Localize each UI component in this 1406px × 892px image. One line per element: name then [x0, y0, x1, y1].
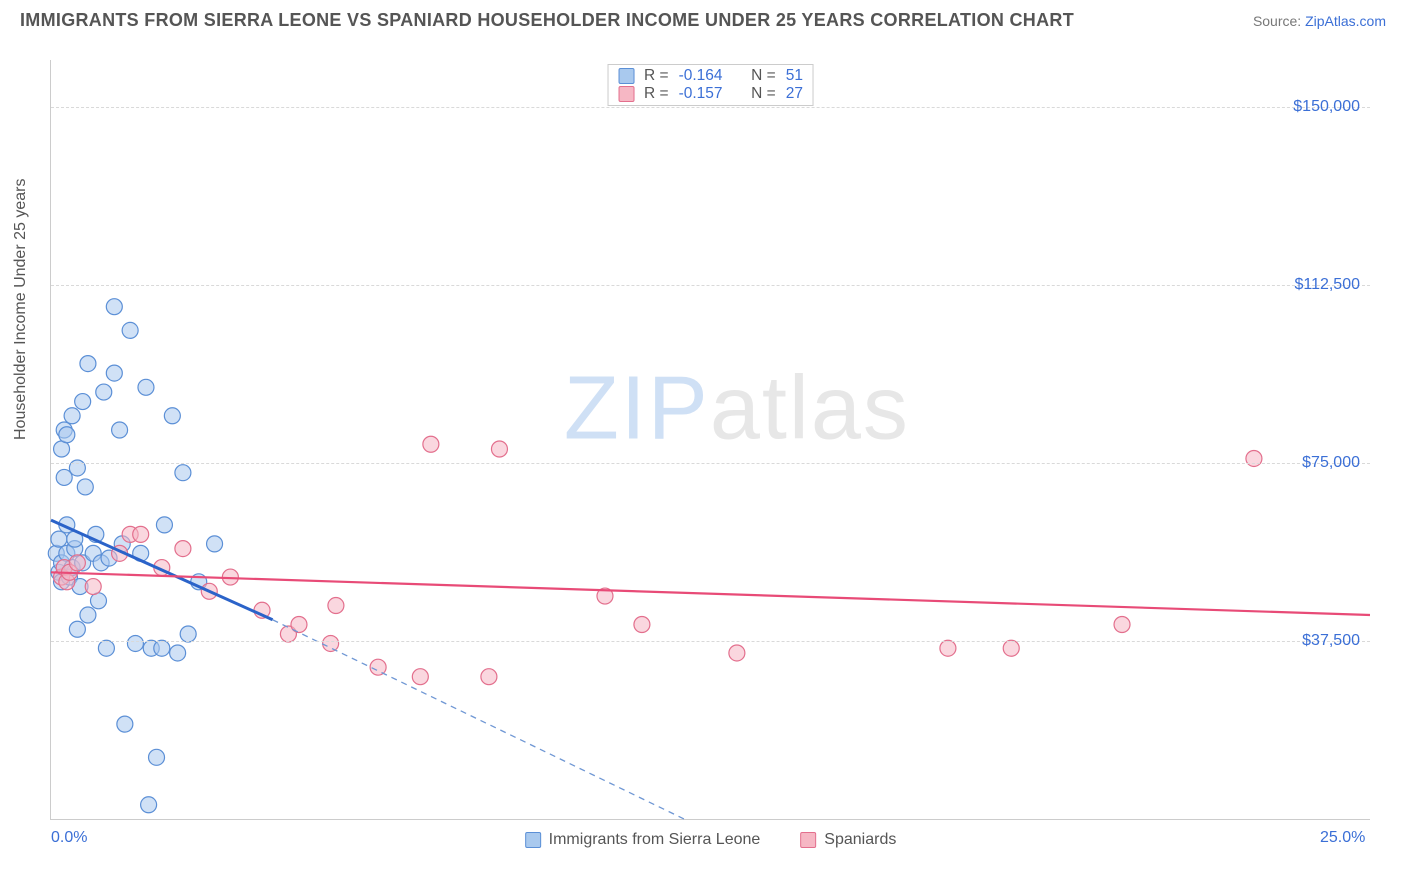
series-legend: Immigrants from Sierra Leone Spaniards: [525, 831, 897, 849]
y-tick-label: $75,000: [1302, 454, 1360, 472]
data-point: [154, 640, 170, 656]
gridline: [51, 107, 1370, 108]
data-point: [122, 322, 138, 338]
data-point: [80, 356, 96, 372]
y-tick-label: $112,500: [1294, 276, 1360, 294]
data-point: [491, 441, 507, 457]
data-point: [133, 526, 149, 542]
data-point: [98, 640, 114, 656]
data-point: [51, 531, 67, 547]
data-point: [69, 621, 85, 637]
data-point: [1114, 617, 1130, 633]
data-point: [207, 536, 223, 552]
data-point: [1003, 640, 1019, 656]
source-attribution: Source: ZipAtlas.com: [1253, 13, 1386, 29]
data-point: [164, 408, 180, 424]
data-point: [328, 598, 344, 614]
y-axis-title: Householder Income Under 25 years: [12, 179, 30, 440]
data-point: [85, 579, 101, 595]
data-point: [149, 749, 165, 765]
gridline: [51, 463, 1370, 464]
data-point: [54, 441, 70, 457]
chart-plot-area: ZIPatlas R = -0.164 N = 51 R = -0.157 N …: [50, 60, 1370, 820]
data-point: [138, 379, 154, 395]
legend-swatch-series1: [525, 832, 541, 848]
x-tick-label: 25.0%: [1320, 829, 1365, 847]
gridline: [51, 641, 1370, 642]
data-point: [175, 465, 191, 481]
data-point: [180, 626, 196, 642]
scatter-svg: [51, 60, 1370, 819]
data-point: [175, 541, 191, 557]
chart-header: IMMIGRANTS FROM SIERRA LEONE VS SPANIARD…: [0, 0, 1406, 37]
trend-line: [273, 620, 685, 819]
data-point: [75, 394, 91, 410]
data-point: [729, 645, 745, 661]
data-point: [412, 669, 428, 685]
data-point: [59, 427, 75, 443]
data-point: [96, 384, 112, 400]
data-point: [112, 422, 128, 438]
legend-label-series1: Immigrants from Sierra Leone: [549, 831, 761, 849]
data-point: [64, 408, 80, 424]
data-point: [106, 299, 122, 315]
chart-title: IMMIGRANTS FROM SIERRA LEONE VS SPANIARD…: [20, 10, 1074, 31]
data-point: [481, 669, 497, 685]
x-tick-label: 0.0%: [51, 829, 87, 847]
data-point: [117, 716, 133, 732]
data-point: [106, 365, 122, 381]
legend-swatch-series2: [800, 832, 816, 848]
y-tick-label: $150,000: [1293, 98, 1360, 116]
data-point: [156, 517, 172, 533]
y-tick-label: $37,500: [1302, 632, 1360, 650]
data-point: [323, 635, 339, 651]
source-link[interactable]: ZipAtlas.com: [1305, 13, 1386, 29]
data-point: [77, 479, 93, 495]
data-point: [940, 640, 956, 656]
source-prefix: Source:: [1253, 13, 1305, 29]
gridline: [51, 285, 1370, 286]
legend-item-series1: Immigrants from Sierra Leone: [525, 831, 761, 849]
data-point: [90, 593, 106, 609]
data-point: [370, 659, 386, 675]
data-point: [634, 617, 650, 633]
data-point: [69, 555, 85, 571]
data-point: [127, 635, 143, 651]
data-point: [141, 797, 157, 813]
legend-item-series2: Spaniards: [800, 831, 896, 849]
data-point: [170, 645, 186, 661]
data-point: [80, 607, 96, 623]
data-point: [423, 436, 439, 452]
legend-label-series2: Spaniards: [824, 831, 896, 849]
